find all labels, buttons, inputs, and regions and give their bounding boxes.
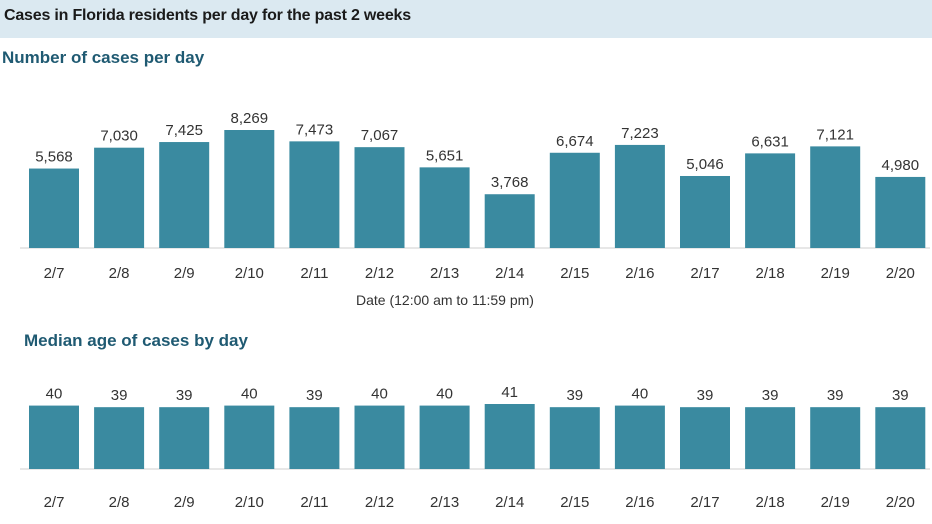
cases-x-tick: 2/19 xyxy=(821,265,850,282)
cases-x-tick: 2/10 xyxy=(235,265,264,282)
age-value-label: 40 xyxy=(371,386,388,403)
cases-value-label: 6,631 xyxy=(751,133,789,150)
age-bar-2/13 xyxy=(419,405,470,469)
cases-bar-2/8 xyxy=(94,147,145,248)
cases-x-tick: 2/11 xyxy=(300,265,328,282)
cases-chart-title: Number of cases per day xyxy=(2,48,205,67)
age-value-label: 39 xyxy=(176,387,193,404)
cases-bar-2/20 xyxy=(875,176,926,248)
age-bar-2/16 xyxy=(614,405,665,469)
age-value-label: 39 xyxy=(892,387,909,404)
cases-value-label: 7,121 xyxy=(816,126,854,143)
cases-bar-2/14 xyxy=(484,194,535,248)
age-bar-2/10 xyxy=(224,405,275,469)
cases-value-label: 5,046 xyxy=(686,156,724,173)
cases-bar-2/11 xyxy=(289,141,340,248)
age-x-tick: 2/11 xyxy=(300,494,328,511)
age-bar-2/9 xyxy=(159,407,210,469)
cases-x-tick: 2/18 xyxy=(755,265,784,282)
cases-bar-2/13 xyxy=(419,167,470,248)
cases-x-tick: 2/14 xyxy=(495,265,524,282)
cases-x-tick: 2/8 xyxy=(109,265,130,282)
cases-value-label: 7,473 xyxy=(296,121,334,138)
age-bar-2/20 xyxy=(875,407,926,469)
cases-value-label: 5,651 xyxy=(426,147,464,164)
age-value-label: 39 xyxy=(827,387,844,404)
age-x-tick: 2/13 xyxy=(430,494,459,511)
cases-value-label: 6,674 xyxy=(556,133,594,150)
age-x-tick: 2/16 xyxy=(625,494,654,511)
age-bar-2/15 xyxy=(549,407,600,469)
page-title: Cases in Florida residents per day for t… xyxy=(4,7,411,24)
age-x-tick: 2/14 xyxy=(495,494,524,511)
cases-x-tick: 2/20 xyxy=(886,265,915,282)
age-value-label: 39 xyxy=(111,387,128,404)
age-bar-2/7 xyxy=(29,405,79,469)
cases-bar-2/19 xyxy=(810,146,861,248)
age-value-label: 39 xyxy=(762,387,779,404)
cases-x-axis-title: Date (12:00 am to 11:59 pm) xyxy=(356,292,534,308)
age-bar-2/8 xyxy=(94,407,145,469)
age-x-tick: 2/15 xyxy=(560,494,589,511)
age-bar-2/19 xyxy=(810,407,861,469)
age-value-label: 40 xyxy=(46,386,63,403)
cases-value-label: 4,980 xyxy=(882,157,920,174)
age-value-label: 40 xyxy=(241,386,258,403)
age-chart-title: Median age of cases by day xyxy=(24,331,248,350)
age-x-tick: 2/9 xyxy=(174,494,195,511)
cases-x-tick: 2/15 xyxy=(560,265,589,282)
cases-value-label: 7,067 xyxy=(361,127,399,144)
cases-bar-2/9 xyxy=(159,142,210,248)
cases-bar-2/15 xyxy=(549,152,600,248)
cases-value-label: 5,568 xyxy=(35,149,73,166)
age-value-label: 39 xyxy=(697,387,714,404)
cases-value-label: 7,223 xyxy=(621,125,659,142)
cases-bar-2/18 xyxy=(745,153,796,248)
age-value-label: 39 xyxy=(566,387,583,404)
cases-x-tick: 2/7 xyxy=(44,265,65,282)
age-value-label: 39 xyxy=(306,387,323,404)
age-x-tick: 2/18 xyxy=(755,494,784,511)
cases-bar-2/10 xyxy=(224,130,275,248)
cases-bar-2/16 xyxy=(614,144,665,248)
age-bar-2/11 xyxy=(289,407,340,469)
age-x-tick: 2/19 xyxy=(821,494,850,511)
cases-x-tick: 2/9 xyxy=(174,265,195,282)
cases-value-label: 3,768 xyxy=(491,174,529,191)
cases-x-tick: 2/13 xyxy=(430,265,459,282)
header-bar: Cases in Florida residents per day for t… xyxy=(0,0,932,38)
age-bar-2/14 xyxy=(484,404,535,469)
cases-x-tick: 2/12 xyxy=(365,265,394,282)
cases-bar-2/17 xyxy=(680,175,730,248)
cases-x-tick: 2/16 xyxy=(625,265,654,282)
age-bar-2/12 xyxy=(354,405,405,469)
age-x-tick: 2/20 xyxy=(886,494,915,511)
age-bar-2/18 xyxy=(745,407,796,469)
cases-bar-2/7 xyxy=(29,168,79,248)
age-x-tick: 2/17 xyxy=(690,494,719,511)
age-value-label: 41 xyxy=(501,384,518,401)
age-value-label: 40 xyxy=(632,386,649,403)
age-x-tick: 2/12 xyxy=(365,494,394,511)
cases-value-label: 8,269 xyxy=(231,110,269,127)
cases-x-tick: 2/17 xyxy=(690,265,719,282)
age-x-tick: 2/7 xyxy=(44,494,65,511)
cases-value-label: 7,030 xyxy=(100,128,138,145)
age-x-tick: 2/10 xyxy=(235,494,264,511)
age-x-tick: 2/8 xyxy=(109,494,130,511)
cases-value-label: 7,425 xyxy=(165,122,203,139)
age-value-label: 40 xyxy=(436,386,453,403)
cases-bar-2/12 xyxy=(354,147,405,248)
age-bar-2/17 xyxy=(680,407,730,469)
